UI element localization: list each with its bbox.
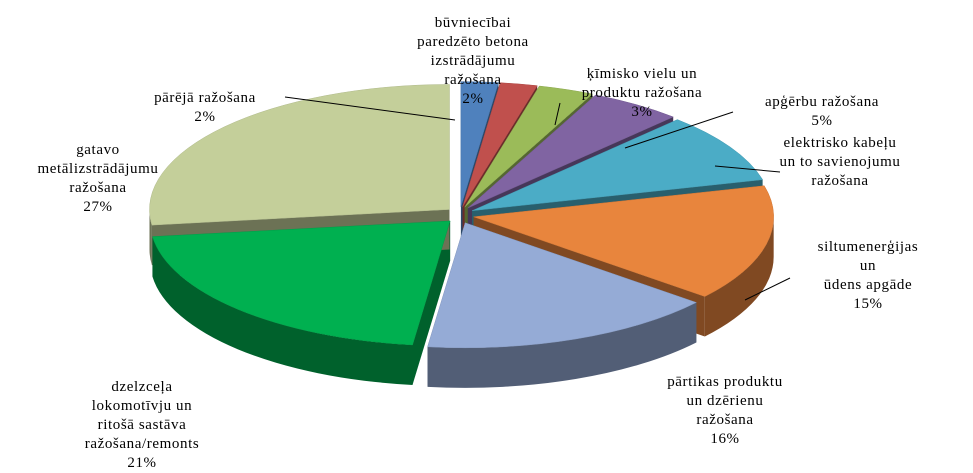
leader-lines [284, 96, 791, 301]
slice-wall [427, 302, 697, 388]
slice-label: būvniecībai paredzēto betona izstrādājum… [417, 14, 529, 109]
pie-chart [149, 81, 791, 388]
value-label: 5% [811, 113, 833, 129]
slice-wall [704, 216, 774, 337]
category-label: ķīmisko vielu un produktu ražošana [581, 66, 703, 101]
slice [149, 84, 450, 226]
slice-label: pārējā ražošana 2% [154, 89, 256, 127]
slice-label: elektrisko kabeļu un to savienojumu ražo… [779, 134, 900, 191]
value-label: 3% [631, 104, 653, 120]
category-label: dzelzceļa lokomotīvju un ritošā sastāva … [84, 379, 200, 452]
chart: pārējā ražošana 2% būvniecībai paredzēto b… [38, 14, 921, 471]
category-label: apģērbu ražošana [764, 94, 880, 110]
slice-label: gatavo metālizstrādājumu ražošana 27% [38, 141, 159, 217]
category-label: pārtikas produktu un dzērienu ražošana [667, 374, 783, 428]
slice-label: ķīmisko vielu un produktu ražošana 3% [582, 65, 703, 122]
leader-line [284, 96, 456, 121]
category-label: būvniecībai paredzēto betona izstrādājum… [417, 15, 529, 88]
slice [152, 220, 451, 346]
slice-wall [152, 236, 413, 385]
leader-line [714, 165, 781, 173]
value-label: 27% [83, 199, 113, 215]
slice [427, 222, 697, 349]
value-label: 15% [853, 296, 883, 312]
slice-label: pārtikas produktu un dzērienu ražošana 16… [667, 373, 783, 449]
category-label: siltumenerģijas un ūdens apgāde [817, 239, 919, 293]
slice [467, 94, 674, 209]
leader-line [554, 102, 561, 126]
value-label: 2% [194, 109, 216, 125]
slice-label: dzelzceļa lokomotīvju un ritošā sastāva … [85, 378, 200, 473]
slice [460, 81, 499, 207]
leader-line [744, 277, 791, 301]
category-label: elektrisko kabeļu un to savienojumu ražo… [779, 135, 901, 189]
slice-side [412, 220, 451, 385]
slice-label: apģērbu ražošana 5% [765, 93, 879, 131]
leader-line [624, 111, 734, 149]
value-label: 2% [462, 91, 484, 107]
slice [462, 82, 538, 207]
value-label: 16% [710, 431, 740, 447]
category-label: pārējā ražošana [154, 90, 256, 106]
slice-label: siltumenerģijas un ūdens apgāde 15% [816, 238, 921, 314]
slice [473, 185, 774, 297]
value-label: 21% [127, 455, 157, 471]
category-label: gatavo metālizstrādājumu ražošana [37, 142, 159, 196]
slice [471, 119, 764, 211]
slice [464, 85, 594, 208]
